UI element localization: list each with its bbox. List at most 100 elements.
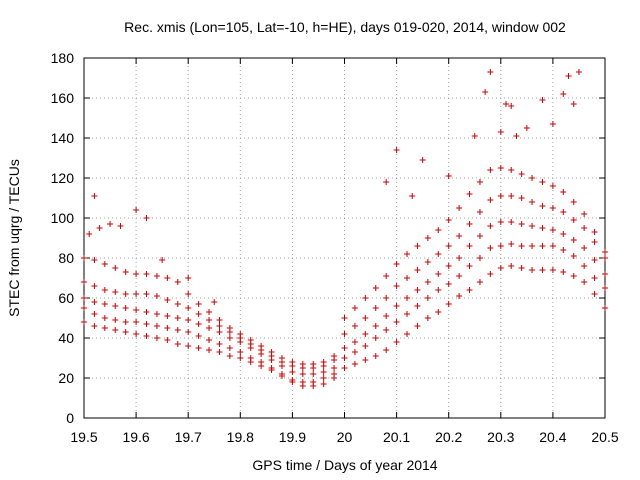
data-point (91, 193, 98, 199)
data-point (560, 247, 567, 253)
data-point (362, 343, 369, 349)
data-point (591, 257, 598, 263)
data-point (185, 317, 192, 323)
data-point (174, 279, 181, 285)
series-track-7 (341, 263, 608, 371)
data-point (195, 321, 202, 327)
data-point (539, 267, 546, 273)
data-point (518, 195, 525, 201)
data-point (570, 101, 577, 107)
data-point (133, 331, 140, 337)
data-point (445, 217, 452, 223)
data-point (497, 219, 504, 225)
data-point (331, 365, 338, 371)
data-point (174, 327, 181, 333)
data-point (174, 301, 181, 307)
data-point (351, 323, 358, 329)
data-point (117, 223, 124, 229)
data-point (482, 89, 489, 95)
data-point (362, 357, 369, 363)
data-point (591, 275, 598, 281)
data-point (581, 225, 588, 231)
data-point (133, 307, 140, 313)
data-point (331, 371, 338, 377)
data-point (560, 91, 567, 97)
x-tick-label: 19.9 (279, 429, 306, 445)
data-point (133, 291, 140, 297)
data-point (153, 335, 160, 341)
data-point (122, 329, 129, 335)
x-tick-label: 20.5 (591, 429, 618, 445)
data-point (195, 311, 202, 317)
data-point (513, 133, 520, 139)
data-point (237, 331, 244, 337)
data-point (216, 329, 223, 335)
data-point (383, 347, 390, 353)
series-track-5 (81, 255, 338, 367)
series-track-2 (81, 305, 338, 385)
data-point (404, 275, 411, 281)
data-point (549, 121, 556, 127)
data-point (456, 293, 463, 299)
data-point (164, 297, 171, 303)
data-point (143, 321, 150, 327)
data-point (206, 325, 213, 331)
y-tick-label: 60 (58, 290, 74, 306)
data-point (372, 323, 379, 329)
data-point (497, 129, 504, 135)
data-point (216, 341, 223, 347)
series-track-11 (341, 165, 608, 321)
data-point (237, 355, 244, 361)
data-point (143, 215, 150, 221)
data-point (211, 299, 218, 305)
data-point (101, 287, 108, 293)
data-point (487, 245, 494, 251)
data-point (591, 291, 598, 297)
data-point (164, 313, 171, 319)
data-point (195, 301, 202, 307)
y-tick-label: 80 (58, 250, 74, 266)
data-point (445, 263, 452, 269)
data-point (341, 315, 348, 321)
data-point (96, 225, 103, 231)
data-point (185, 291, 192, 297)
data-point (341, 355, 348, 361)
y-tick-label: 140 (51, 130, 75, 146)
data-point (383, 179, 390, 185)
data-point (456, 233, 463, 239)
data-point (581, 245, 588, 251)
y-tick-label: 100 (51, 210, 75, 226)
data-point (143, 309, 150, 315)
data-point (112, 317, 119, 323)
data-point (529, 267, 536, 273)
x-tick-label: 19.8 (227, 429, 254, 445)
data-point (602, 285, 608, 291)
data-point (476, 279, 483, 285)
data-point (539, 225, 546, 231)
data-point (81, 319, 87, 325)
data-point (518, 243, 525, 249)
data-point (101, 315, 108, 321)
data-point (575, 69, 582, 75)
data-point (91, 323, 98, 329)
data-point (164, 325, 171, 331)
data-point (133, 207, 140, 213)
data-point (91, 299, 98, 305)
data-point (185, 329, 192, 335)
data-point (226, 345, 233, 351)
data-point (508, 263, 515, 269)
data-point (414, 243, 421, 249)
data-point (195, 345, 202, 351)
data-point (153, 311, 160, 317)
data-point (247, 355, 254, 361)
y-axis-label: STEC from uqrg / TECUs (6, 159, 22, 317)
data-point (570, 217, 577, 223)
data-point (424, 279, 431, 285)
data-point (320, 375, 327, 381)
data-point (351, 305, 358, 311)
data-point (383, 313, 390, 319)
data-point (570, 253, 577, 259)
x-tick-labels: 19.5 19.6 19.7 19.8 19.9 20 20.1 20.2 20.3 20.4 20… (70, 429, 618, 445)
data-point (497, 193, 504, 199)
